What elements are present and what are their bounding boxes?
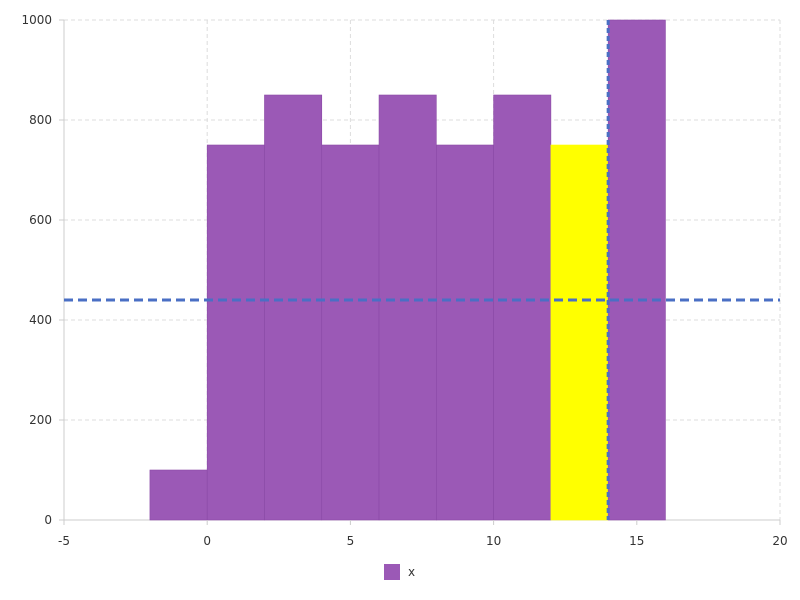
histogram-bar[interactable] xyxy=(264,94,323,521)
y-tick-label: 600 xyxy=(29,213,52,227)
legend-label: x xyxy=(408,565,416,579)
histogram-bar[interactable] xyxy=(493,94,552,521)
crosshair xyxy=(64,20,780,520)
x-tick-label: -5 xyxy=(58,534,70,548)
y-tick-label: 1000 xyxy=(21,13,52,27)
legend-swatch xyxy=(384,564,400,580)
legend[interactable]: x xyxy=(384,564,415,580)
y-tick-label: 800 xyxy=(29,113,52,127)
bars xyxy=(149,19,666,521)
histogram-bar[interactable] xyxy=(436,144,494,521)
x-tick-label: 20 xyxy=(772,534,787,548)
x-tick-label: 0 xyxy=(203,534,211,548)
histogram-bar[interactable] xyxy=(206,144,265,521)
x-tick-label: 5 xyxy=(347,534,355,548)
histogram-bar[interactable] xyxy=(607,19,666,521)
x-axis-ticks: -5 0 5 10 15 20 xyxy=(58,520,788,548)
x-tick-label: 15 xyxy=(629,534,644,548)
histogram-bar[interactable] xyxy=(149,469,208,521)
histogram-bar-highlighted[interactable] xyxy=(550,144,609,521)
y-tick-label: 0 xyxy=(44,513,52,527)
histogram-bar[interactable] xyxy=(378,94,437,521)
x-tick-label: 10 xyxy=(486,534,501,548)
y-tick-label: 400 xyxy=(29,313,52,327)
histogram-bar[interactable] xyxy=(321,144,380,521)
y-tick-label: 200 xyxy=(29,413,52,427)
y-axis-ticks: 0 200 400 600 800 1000 xyxy=(21,13,64,527)
